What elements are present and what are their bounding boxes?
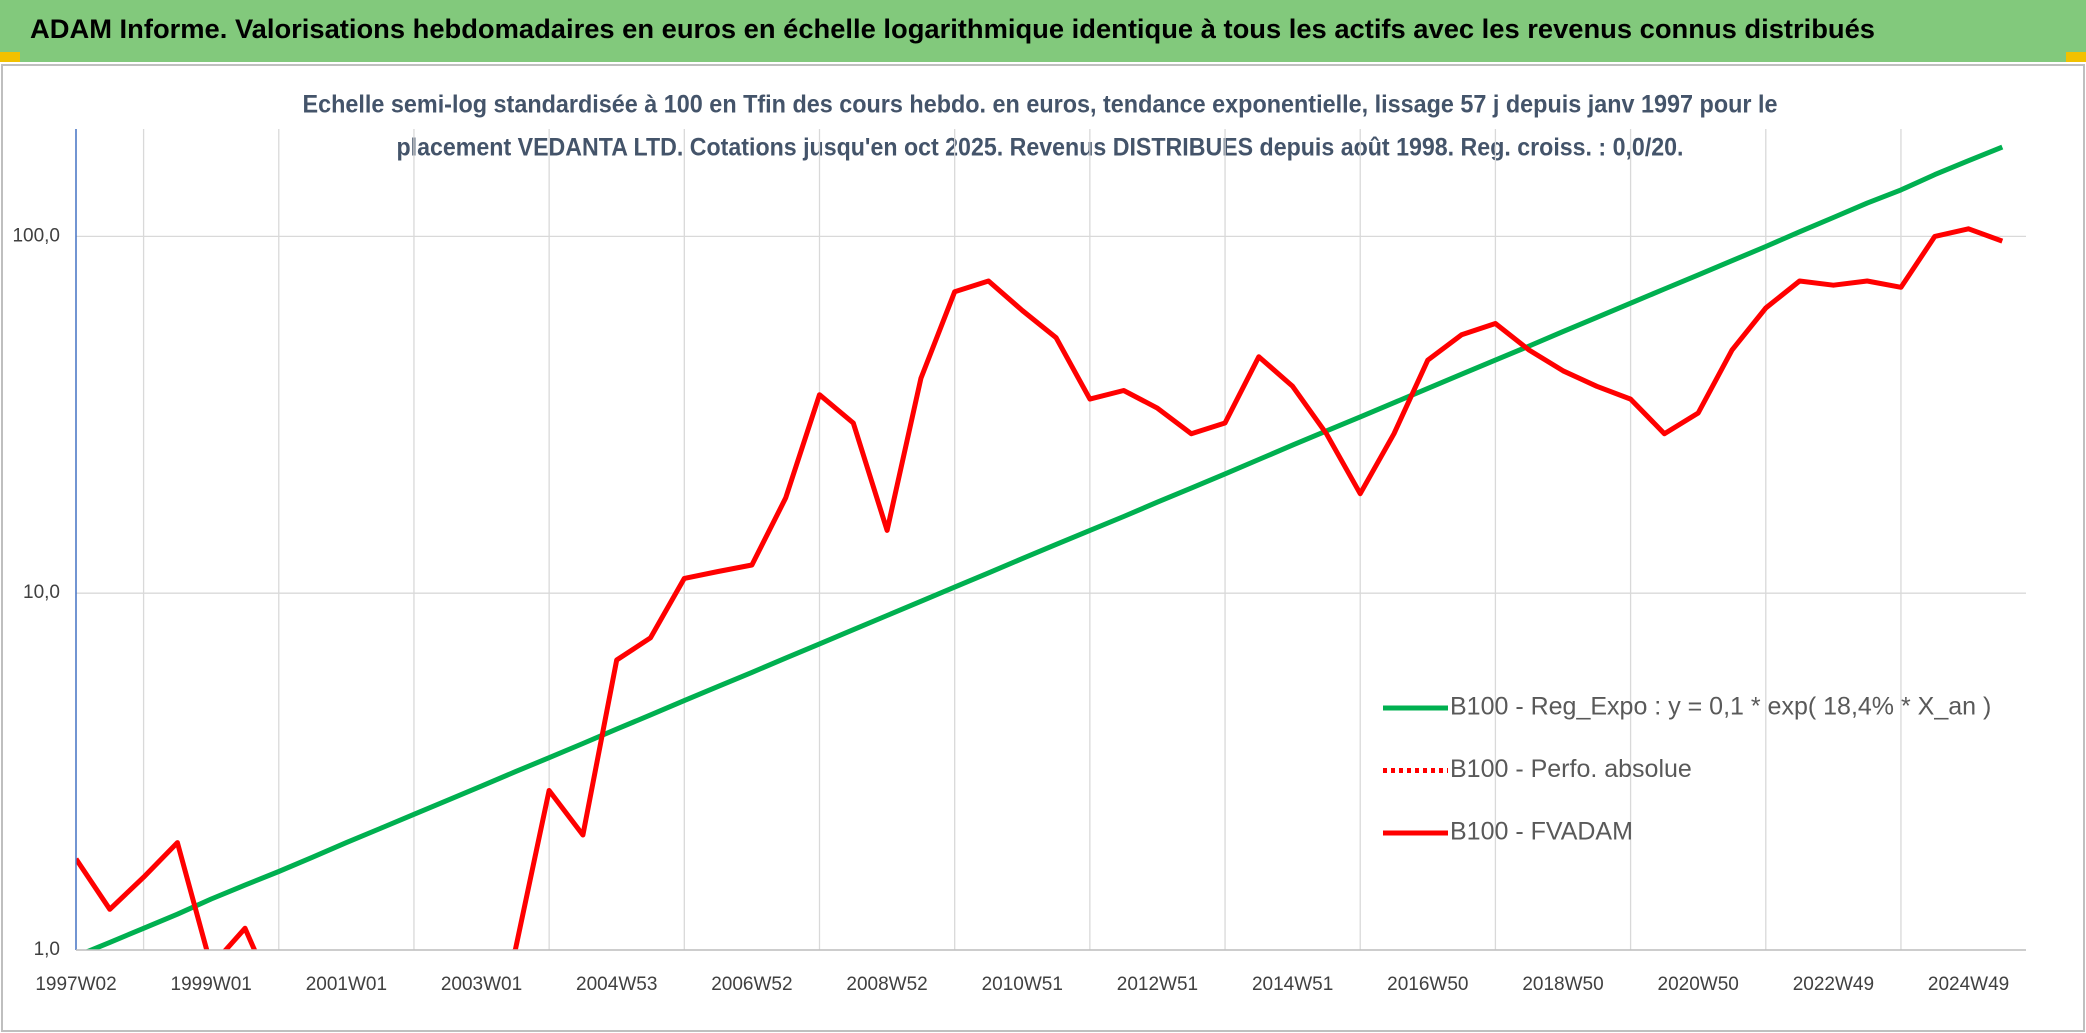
x-tick-label: 2014W51 [1252, 974, 1333, 995]
x-tick-label: 2004W53 [576, 974, 657, 995]
x-tick-label: 2003W01 [441, 974, 522, 995]
legend-label: B100 - Reg_Expo : y = 0,1 * exp( 18,4% *… [1450, 693, 1991, 721]
chart-subtitle: Echelle semi-log standardisée à 100 en T… [303, 91, 1778, 119]
x-tick-label: 2024W49 [1928, 974, 2009, 995]
chart-subtitle: placement VEDANTA LTD. Cotations jusqu'e… [397, 134, 1684, 162]
y-tick-label: 100,0 [12, 225, 60, 246]
legend-label: B100 - FVADAM [1450, 818, 1633, 846]
x-tick-label: 2001W01 [306, 974, 387, 995]
x-tick-label: 2012W51 [1117, 974, 1198, 995]
corner-mark [2066, 52, 2086, 62]
plot-area [76, 144, 2004, 950]
x-tick-label: 1999W01 [171, 974, 252, 995]
y-tick-label: 10,0 [23, 582, 60, 603]
series-line [84, 144, 2004, 950]
y-tick-label: 1,0 [34, 939, 60, 960]
grid [76, 129, 2026, 951]
legend: B100 - Reg_Expo : y = 0,1 * exp( 18,4% *… [1383, 693, 1991, 846]
labels: 1,0 10,0 100,0 1997W02 1999W01 2001W01 2003W01… [12, 225, 2009, 995]
header-bar [0, 0, 2086, 62]
x-tick-label: 2008W52 [846, 974, 927, 995]
chart-title: ADAM Informe. Valorisations hebdomadaire… [30, 14, 1875, 44]
x-tick-label: 2006W52 [711, 974, 792, 995]
x-tick-label: 2010W51 [982, 974, 1063, 995]
x-tick-label: 2022W49 [1793, 974, 1874, 995]
x-tick-label: 2016W50 [1387, 974, 1468, 995]
legend-label: B100 - Perfo. absolue [1450, 755, 1692, 783]
series-line [76, 226, 2004, 950]
x-tick-label: 1997W02 [35, 974, 116, 995]
x-tick-label: 2018W50 [1522, 974, 1603, 995]
corner-mark [0, 52, 20, 62]
x-tick-label: 2020W50 [1658, 974, 1739, 995]
